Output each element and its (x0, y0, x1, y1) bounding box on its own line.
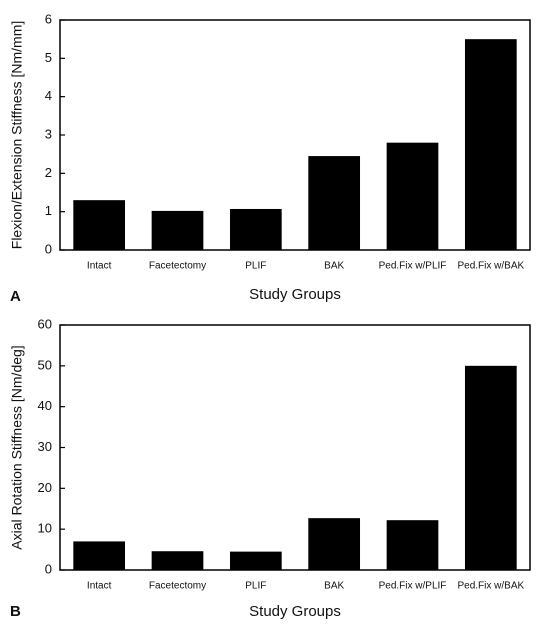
bar (308, 156, 361, 250)
x-tick-label: Ped.Fix w/BAK (457, 261, 524, 272)
bar (386, 520, 439, 570)
x-tick-label: Facetectomy (149, 261, 206, 272)
bar (464, 39, 517, 250)
y-tick-label: 60 (38, 316, 52, 331)
y-tick-label: 1 (45, 203, 52, 218)
y-tick-label: 6 (45, 11, 52, 26)
y-tick-label: 30 (38, 439, 52, 454)
y-tick-label: 40 (38, 398, 52, 413)
bar (229, 551, 282, 570)
x-tick-label: Ped.Fix w/BAK (457, 581, 524, 592)
x-tick-label: BAK (324, 261, 344, 272)
x-tick-label: Intact (87, 261, 112, 272)
y-tick-label: 10 (38, 521, 52, 536)
x-tick-label: Facetectomy (149, 581, 206, 592)
bar (151, 210, 204, 250)
y-axis-title: Flexion/Extension Stiffness [Nm/mm] (9, 21, 25, 249)
panel-label: B (10, 603, 21, 620)
y-axis-title: Axial Rotation Stiffness [Nm/deg] (9, 345, 25, 549)
bar (73, 541, 126, 570)
y-tick-label: 2 (45, 165, 52, 180)
bar (308, 518, 361, 570)
x-axis-title: Study Groups (249, 286, 341, 303)
bar (229, 208, 282, 250)
y-tick-label: 4 (45, 88, 52, 103)
y-tick-label: 0 (45, 241, 52, 256)
x-tick-label: Intact (87, 581, 112, 592)
x-tick-label: Ped.Fix w/PLIF (379, 261, 447, 272)
plot-frame (59, 19, 531, 251)
y-tick-label: 20 (38, 480, 52, 495)
x-tick-label: PLIF (245, 581, 266, 592)
bar (73, 200, 126, 250)
y-tick-label: 3 (45, 126, 52, 141)
x-tick-label: Ped.Fix w/PLIF (379, 581, 447, 592)
y-tick-label: 0 (45, 561, 52, 576)
plot-frame (59, 324, 531, 571)
y-tick-label: 50 (38, 357, 52, 372)
y-tick-label: 5 (45, 50, 52, 65)
panel-label: A (10, 288, 21, 305)
bar (151, 551, 204, 570)
x-tick-label: BAK (324, 581, 344, 592)
x-tick-label: PLIF (245, 261, 266, 272)
bar (464, 365, 517, 570)
bar (386, 142, 439, 250)
x-axis-title: Study Groups (249, 603, 341, 620)
